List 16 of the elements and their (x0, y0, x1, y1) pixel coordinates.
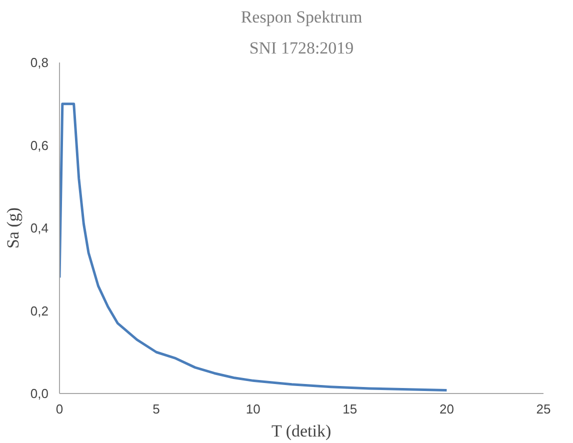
y-tick-label: 0,2 (30, 303, 49, 318)
y-axis-title: Sa (g) (3, 207, 22, 249)
x-tick-label: 0 (56, 402, 64, 416)
chart-title: Respon Spektrum (240, 8, 362, 26)
x-tick-label: 25 (536, 402, 551, 416)
x-axis-title: T (detik) (272, 422, 332, 440)
x-tick-label: 10 (246, 402, 260, 416)
y-tick-label: 0,0 (30, 386, 49, 401)
y-tick-label: 0,8 (30, 55, 49, 70)
x-tick-label: 20 (439, 402, 454, 416)
x-tick-label: 15 (342, 402, 358, 416)
chart-subtitle: SNI 1728:2019 (249, 38, 354, 58)
y-tick-label: 0,4 (30, 220, 49, 236)
y-tick-label: 0,6 (30, 138, 49, 153)
x-tick-label: 5 (152, 402, 160, 416)
line-series (60, 102, 448, 392)
